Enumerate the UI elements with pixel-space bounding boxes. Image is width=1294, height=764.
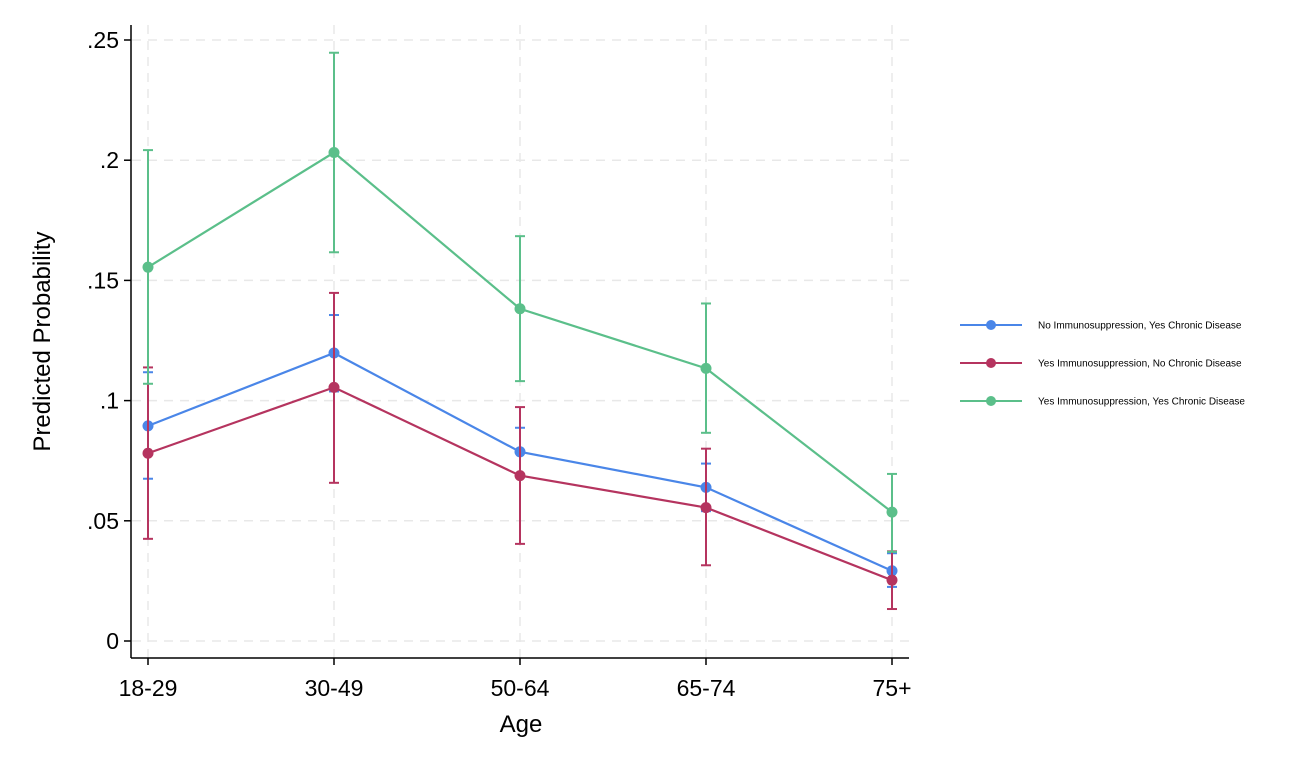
legend-item: No Immunosuppression, Yes Chronic Diseas… (960, 320, 1242, 332)
legend-swatch-marker (986, 320, 996, 330)
data-point (700, 362, 712, 374)
legend-swatch-marker (986, 358, 996, 368)
x-tick-label: 50-64 (491, 675, 550, 701)
x-axis-title: Age (500, 711, 543, 738)
series-2 (142, 291, 898, 611)
x-tick-label: 30-49 (305, 675, 364, 701)
data-point (886, 506, 898, 518)
legend-label: No Immunosuppression, Yes Chronic Diseas… (1038, 321, 1242, 332)
y-tick-label: .25 (87, 27, 119, 53)
legend: No Immunosuppression, Yes Chronic Diseas… (960, 320, 1245, 408)
series-3 (142, 51, 898, 553)
data-point (142, 261, 154, 273)
y-tick-label: .05 (87, 508, 119, 534)
gridlines (132, 25, 909, 658)
data-point (514, 303, 526, 315)
legend-label: Yes Immunosuppression, Yes Chronic Disea… (1038, 397, 1245, 408)
legend-label: Yes Immunosuppression, No Chronic Diseas… (1038, 359, 1242, 370)
y-tick-label: .1 (100, 388, 119, 414)
x-tick-label: 65-74 (677, 675, 736, 701)
data-point (328, 381, 340, 393)
y-axis-ticks: 0 .05 .1 .15 .2 .25 (87, 27, 131, 654)
x-axis-ticks: 18-29 30-49 50-64 65-74 75+ (119, 658, 912, 701)
y-tick-label: .15 (87, 267, 119, 293)
legend-swatch-marker (986, 396, 996, 406)
y-tick-label: 0 (106, 628, 119, 654)
y-axis-title: Predicted Probability (29, 231, 56, 451)
data-point (514, 470, 526, 482)
data-point (142, 447, 154, 459)
legend-item: Yes Immunosuppression, No Chronic Diseas… (960, 358, 1242, 370)
series-layer (142, 51, 898, 611)
x-tick-label: 75+ (872, 675, 911, 701)
data-point (700, 502, 712, 514)
data-point (328, 147, 340, 159)
legend-item: Yes Immunosuppression, Yes Chronic Disea… (960, 396, 1245, 408)
y-tick-label: .2 (100, 147, 119, 173)
x-tick-label: 18-29 (119, 675, 178, 701)
data-point (886, 574, 898, 586)
